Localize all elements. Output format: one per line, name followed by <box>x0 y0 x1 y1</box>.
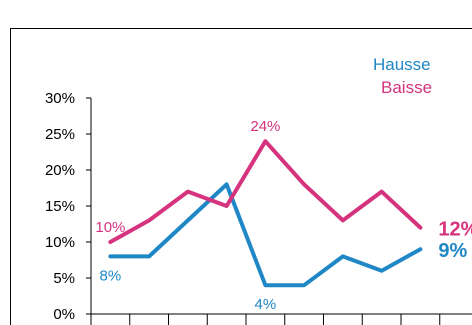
axes: 0% 5% 10% 15% 20% 25% 30% <box>45 90 472 325</box>
data-label: 9% <box>438 240 467 262</box>
y-tick-label: 0% <box>53 306 75 323</box>
legend-hausse: Hausse <box>373 55 431 74</box>
data-label: 4% <box>255 296 277 313</box>
legend-baisse: Baisse <box>381 78 433 97</box>
data-label: 8% <box>100 267 122 284</box>
y-tick-label: 15% <box>45 198 75 215</box>
series-line-baisse <box>108 139 423 244</box>
data-label: 10% <box>95 219 125 236</box>
y-tick-label: 5% <box>53 270 75 287</box>
chart-frame <box>10 28 472 325</box>
data-label: 12% <box>438 219 472 241</box>
y-tick-label: 20% <box>45 162 75 179</box>
y-tick-label: 30% <box>45 90 75 107</box>
data-label: 24% <box>250 118 280 135</box>
data-labels: 8% 4% 9% 10% 24% 12% <box>95 118 472 313</box>
y-tick-label: 25% <box>45 126 75 143</box>
series-line-hausse <box>108 182 423 288</box>
y-tick-label: 10% <box>45 234 75 251</box>
series-layer <box>108 139 423 288</box>
